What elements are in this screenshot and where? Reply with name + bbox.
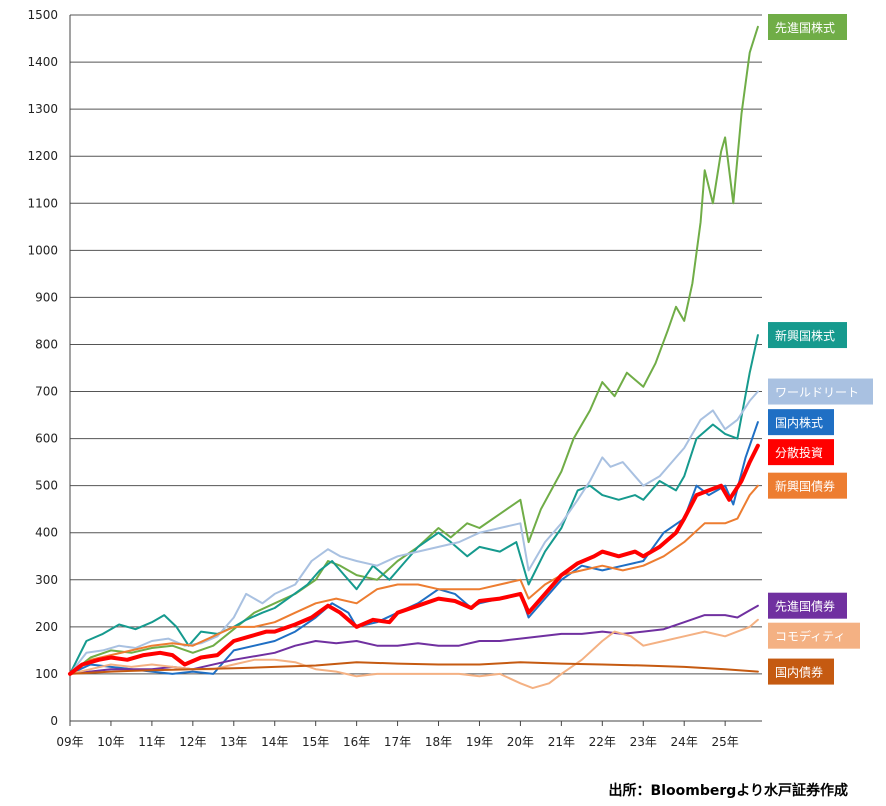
- legend-swatch: [768, 439, 834, 466]
- x-tick-label: 13年: [220, 735, 247, 749]
- legend-label: 国内株式: [775, 415, 823, 430]
- legend-swatch: [768, 472, 847, 499]
- x-tick-label: 12年: [179, 735, 206, 749]
- series-line-国内債券: [69, 661, 759, 675]
- y-tick-label: 800: [35, 337, 58, 351]
- x-tick-label: 15年: [302, 735, 329, 749]
- x-tick-label: 22年: [589, 735, 616, 749]
- y-tick-label: 300: [35, 573, 58, 587]
- legend-label: 分散投資: [775, 445, 823, 460]
- series-line-国内株式: [69, 421, 759, 675]
- y-tick-label: 1300: [27, 102, 58, 116]
- y-tick-label: 1200: [27, 149, 58, 163]
- y-tick-label: 100: [35, 667, 58, 681]
- x-tick-label: 11年: [138, 735, 165, 749]
- x-tick-label: 16年: [343, 735, 370, 749]
- series-lines: [68, 25, 760, 690]
- x-tick-label: 19年: [466, 735, 493, 749]
- gridlines: [70, 14, 762, 722]
- legend-swatch: [768, 592, 847, 619]
- x-tick-label: 17年: [384, 735, 411, 749]
- x-tick-label: 20年: [507, 735, 534, 749]
- x-tick-label: 24年: [671, 735, 698, 749]
- y-tick-label: 600: [35, 432, 58, 446]
- y-tick-label: 1500: [27, 8, 58, 22]
- y-tick-label: 400: [35, 526, 58, 540]
- x-tick-label: 25年: [712, 735, 739, 749]
- legend-item: 新興国株式: [768, 322, 847, 349]
- y-tick-label: 1100: [27, 196, 58, 210]
- series-line-先進国債券: [69, 604, 759, 675]
- y-tick-label: 0: [50, 714, 58, 728]
- y-tick-label: 500: [35, 479, 58, 493]
- x-tick-label: 09年: [56, 735, 83, 749]
- legend-swatch: [768, 409, 834, 436]
- legend: 先進国株式新興国株式ワールドリート国内株式分散投資新興国債券先進国債券コモディテ…: [768, 14, 873, 685]
- x-tick-label: 18年: [425, 735, 452, 749]
- series-line-新興国株式: [69, 334, 759, 675]
- y-axis-tick-labels: 0 100 200 300 400 500 600 700 800 900 1000 1100 1200…: [27, 8, 58, 728]
- legend-label: 新興国株式: [775, 328, 835, 343]
- y-tick-label: 1000: [27, 243, 58, 257]
- series-line-先進国株式: [69, 25, 759, 675]
- legend-item: 新興国債券: [768, 472, 847, 499]
- legend-label: 国内債券: [775, 665, 823, 680]
- legend-item: コモディティ: [768, 622, 860, 649]
- legend-item: 先進国株式: [768, 14, 847, 40]
- legend-label: 先進国債券: [775, 599, 835, 614]
- x-tick-label: 21年: [548, 735, 575, 749]
- y-tick-label: 900: [35, 290, 58, 304]
- legend-swatch: [768, 622, 860, 649]
- x-axis: 09年 10年 11年 12年 13年 14年 15年 16年 17年 18年 19年 20年 21年 2…: [56, 15, 739, 749]
- legend-item: 国内株式: [768, 409, 834, 436]
- legend-item: 先進国債券: [768, 592, 847, 619]
- x-tick-label: 10年: [97, 735, 124, 749]
- legend-item: 分散投資: [768, 439, 834, 466]
- legend-item: 国内債券: [768, 658, 834, 685]
- legend-item: ワールドリート: [768, 378, 873, 405]
- series-line-ワールドリート: [69, 390, 759, 675]
- legend-label: コモディティ: [775, 629, 845, 644]
- series-line-分散投資: [68, 443, 760, 676]
- x-tick-label: 23年: [630, 735, 657, 749]
- legend-label: 新興国債券: [775, 479, 835, 494]
- y-tick-label: 200: [35, 620, 58, 634]
- legend-label: ワールドリート: [775, 386, 859, 400]
- y-tick-label: 1400: [27, 55, 58, 69]
- series-line-新興国債券: [69, 484, 759, 675]
- legend-label: 先進国株式: [775, 20, 835, 35]
- x-tick-label: 14年: [261, 735, 288, 749]
- legend-swatch: [768, 378, 873, 405]
- y-tick-label: 700: [35, 385, 58, 399]
- legend-swatch: [768, 322, 847, 349]
- legend-swatch: [768, 14, 847, 40]
- source-note: 出所：Bloombergより水戸証券作成: [608, 783, 848, 799]
- legend-swatch: [768, 658, 834, 685]
